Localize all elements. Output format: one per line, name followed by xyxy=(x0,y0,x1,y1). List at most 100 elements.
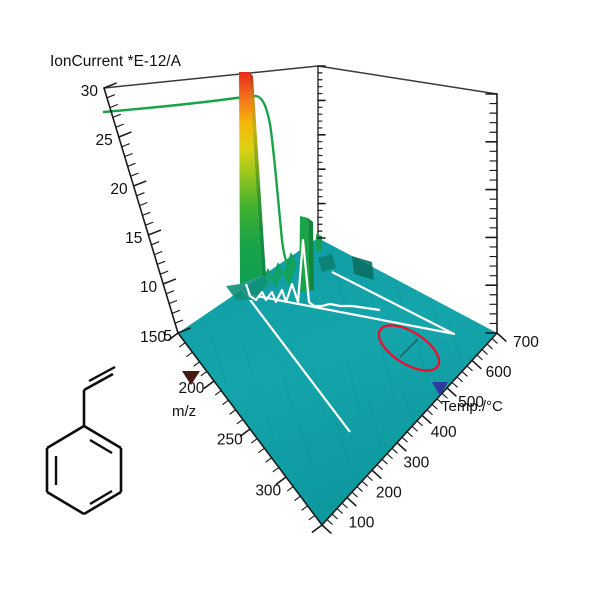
tick-minor xyxy=(236,418,244,425)
tick-minor xyxy=(416,420,423,427)
tick-major xyxy=(396,441,407,452)
tick-major xyxy=(371,469,382,479)
main-peak-front xyxy=(239,72,262,284)
tick-minor xyxy=(406,431,413,438)
tick-minor xyxy=(141,211,151,216)
tick-major xyxy=(118,131,132,138)
tick-minor xyxy=(491,337,498,344)
tick-minor xyxy=(431,403,438,410)
peak-secondary-c xyxy=(271,262,283,288)
x-axis: 150 200 250 300 m/z xyxy=(140,329,323,534)
tick-minor xyxy=(287,486,294,492)
tick-minor xyxy=(215,390,222,396)
axis-tick-label: 250 xyxy=(217,431,243,448)
tick-minor xyxy=(258,447,265,453)
z-axis-tick-labels: 30 25 20 15 10 5 xyxy=(81,83,172,345)
tick-minor xyxy=(124,153,133,158)
tick-minor xyxy=(436,398,443,405)
tick-minor xyxy=(127,162,136,167)
temperature-marker-triangle[interactable] xyxy=(432,382,448,396)
peak-stub xyxy=(316,234,322,252)
tick-major xyxy=(321,524,332,534)
tick-minor xyxy=(112,113,121,118)
region-of-interest-ellipse[interactable] xyxy=(372,316,447,379)
tick-minor xyxy=(426,409,433,416)
tick-minor xyxy=(351,491,358,498)
styrene-structure xyxy=(45,365,123,516)
ring-double-bond-top xyxy=(89,438,113,455)
tick-minor xyxy=(461,370,468,377)
tick-major xyxy=(239,428,251,438)
peak-ridge-outline xyxy=(244,238,381,312)
tick-minor xyxy=(168,300,178,305)
tick-minor xyxy=(391,447,398,454)
mz-marker-triangle[interactable] xyxy=(182,371,200,385)
tick-minor xyxy=(486,343,493,350)
tick-minor xyxy=(200,370,208,377)
axis-tick-label: 15 xyxy=(125,230,142,247)
tick-minor xyxy=(138,202,148,207)
tick-minor xyxy=(272,466,280,473)
y-axis-ticks xyxy=(321,332,507,534)
floor-grid-line-2 xyxy=(331,271,453,334)
tick-minor xyxy=(106,94,115,99)
tick-minor xyxy=(381,458,388,465)
tick-minor xyxy=(222,399,229,405)
z-axis-line xyxy=(103,87,179,334)
tick-minor xyxy=(121,143,130,148)
tick-minor xyxy=(130,172,139,177)
tick-minor xyxy=(153,251,163,256)
axis-tick-label: 100 xyxy=(349,514,375,531)
ring-double-bond-bottom xyxy=(89,489,113,506)
axis-tick-label: 10 xyxy=(140,279,158,296)
tick-minor xyxy=(186,351,193,357)
tick-minor xyxy=(251,438,258,444)
tick-minor xyxy=(294,495,301,501)
ring-bond-top-left xyxy=(46,424,85,450)
y-axis-title: Temp./°C xyxy=(441,398,503,415)
floor-grid-line-3 xyxy=(245,292,456,336)
tick-minor xyxy=(165,290,175,295)
ion-curve-path xyxy=(102,94,290,266)
tick-minor xyxy=(361,480,368,487)
axis-tick-label: 300 xyxy=(255,483,281,500)
tick-minor xyxy=(326,518,333,525)
x-axis-title: m/z xyxy=(172,403,196,420)
tick-minor xyxy=(301,505,309,511)
tick-minor xyxy=(476,354,483,361)
ridge-polyline xyxy=(244,238,381,312)
frame-top-left-edge xyxy=(103,65,319,89)
tick-major xyxy=(275,476,287,486)
axis-tick-label: 30 xyxy=(81,83,99,100)
right-mirror-axis xyxy=(485,93,498,334)
tick-major xyxy=(177,327,191,334)
peak-shoulder-block xyxy=(318,254,336,272)
tick-major xyxy=(471,359,482,370)
tick-minor xyxy=(366,475,373,481)
vinyl-bond-double-a xyxy=(83,372,114,392)
z-axis-ticks xyxy=(103,82,191,334)
tick-minor xyxy=(336,507,343,514)
tick-minor xyxy=(115,123,124,128)
tick-minor xyxy=(174,319,184,324)
ring-bond-bottom-left xyxy=(46,490,85,516)
peak-shoulder-block-2 xyxy=(352,256,374,280)
back-axis-ticks xyxy=(317,65,326,239)
z-axis: 30 25 20 15 10 5 IonCurrent *E-12/A xyxy=(50,53,191,345)
main-peak-side xyxy=(249,72,266,276)
tick-minor xyxy=(451,381,458,388)
axis-tick-label: 300 xyxy=(403,454,429,471)
axis-tick-label: 700 xyxy=(513,334,539,351)
tick-minor xyxy=(109,104,118,109)
tick-major xyxy=(346,496,357,507)
tick-minor xyxy=(193,361,201,367)
axis-tick-label: 200 xyxy=(376,484,402,501)
tick-minor xyxy=(411,425,418,432)
tick-major xyxy=(103,82,117,89)
tick-minor xyxy=(441,392,448,399)
right-axis-ticks xyxy=(485,93,498,334)
tick-minor xyxy=(456,376,463,383)
